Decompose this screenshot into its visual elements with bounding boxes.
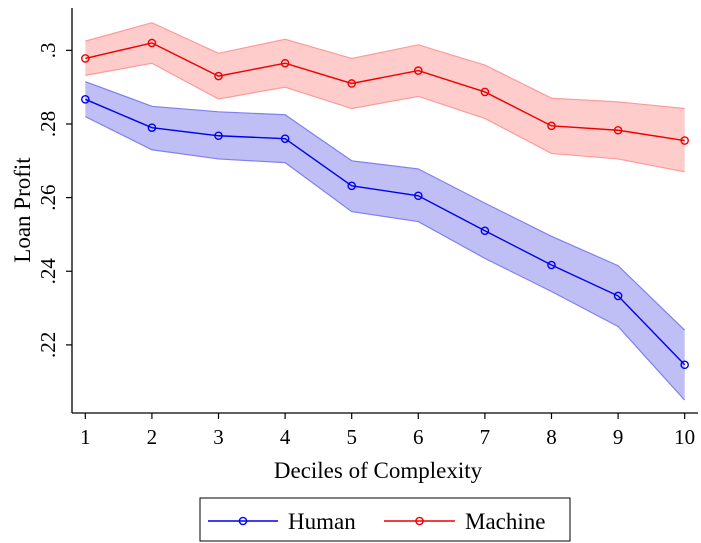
human-point xyxy=(480,226,490,236)
x-tick-label: 7 xyxy=(480,425,491,449)
human-point xyxy=(347,181,357,191)
machine-confidence-band xyxy=(85,22,685,172)
x-axis-title: Deciles of Complexity xyxy=(274,458,483,483)
human-point xyxy=(147,123,157,132)
machine-point xyxy=(81,54,90,63)
machine-point xyxy=(680,136,689,145)
x-tick-label: 4 xyxy=(280,425,291,449)
y-tick-label: .28 xyxy=(36,111,60,137)
y-tick-label: .24 xyxy=(36,258,60,285)
human-point xyxy=(680,360,689,370)
human-confidence-band xyxy=(85,81,685,401)
x-tick-label: 5 xyxy=(346,425,357,449)
x-tick-label: 2 xyxy=(147,425,158,449)
human-point xyxy=(81,95,90,104)
x-ticks: 1 2 3 4 5 6 7 8 9 10 xyxy=(80,413,695,449)
y-tick-label: .26 xyxy=(36,184,60,210)
machine-point xyxy=(280,58,290,68)
legend-human-marker xyxy=(238,516,248,526)
confidence-bands xyxy=(85,22,686,401)
human-band-upper-edge xyxy=(85,81,686,331)
machine-series-line xyxy=(85,42,685,142)
series-lines xyxy=(85,42,686,366)
human-band-lower-edge xyxy=(85,116,686,401)
legend-human-label: Human xyxy=(288,509,356,534)
x-tick-label: 8 xyxy=(546,425,557,449)
x-tick-label: 6 xyxy=(413,425,424,449)
y-ticks: .22 .24 .26 .28 .3 xyxy=(36,42,72,358)
x-tick-label: 3 xyxy=(213,425,224,449)
legend-machine-label: Machine xyxy=(465,509,545,534)
machine-point xyxy=(613,125,623,135)
legend-machine-marker xyxy=(415,516,424,526)
series-markers xyxy=(81,38,689,370)
machine-point xyxy=(147,38,157,48)
human-point xyxy=(280,134,290,143)
human-point xyxy=(413,191,423,201)
human-series-line xyxy=(85,98,686,366)
machine-point xyxy=(214,71,223,81)
y-axis-title: Loan Profit xyxy=(10,157,35,263)
machine-point xyxy=(547,121,556,131)
machine-point xyxy=(347,79,357,88)
machine-point xyxy=(480,87,490,97)
human-point xyxy=(613,291,623,301)
legend-box xyxy=(199,497,571,542)
y-tick-label: .3 xyxy=(36,42,60,58)
machine-band-upper-edge xyxy=(85,22,685,110)
x-tick-label: 10 xyxy=(674,425,695,449)
machine-band-lower-edge xyxy=(85,62,685,173)
x-tick-label: 9 xyxy=(613,425,624,449)
legend: Human Machine xyxy=(199,497,571,542)
axes xyxy=(71,8,698,414)
human-point xyxy=(214,131,223,141)
machine-point xyxy=(413,66,423,75)
human-point xyxy=(547,260,556,270)
y-tick-label: .22 xyxy=(36,332,60,358)
x-tick-label: 1 xyxy=(80,425,91,449)
